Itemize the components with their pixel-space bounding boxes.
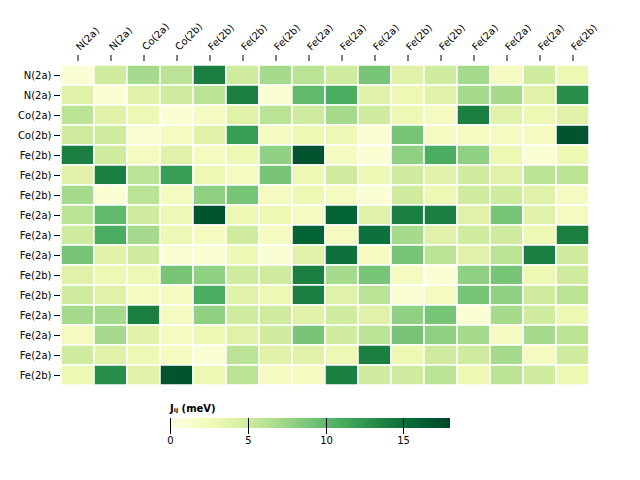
svg-text:Fe(2a): Fe(2a) bbox=[371, 22, 401, 52]
svg-text:15: 15 bbox=[397, 435, 410, 446]
svg-text:Co(2a): Co(2a) bbox=[18, 110, 51, 121]
svg-text:5: 5 bbox=[245, 435, 251, 446]
svg-text:0: 0 bbox=[167, 435, 173, 446]
svg-text:Fe(2a): Fe(2a) bbox=[20, 230, 52, 241]
svg-text:Co(2b): Co(2b) bbox=[18, 130, 52, 141]
svg-text:Fe(2a): Fe(2a) bbox=[20, 350, 52, 361]
svg-text:Fe(2b): Fe(2b) bbox=[20, 190, 52, 201]
svg-text:Fe(2a): Fe(2a) bbox=[503, 22, 533, 52]
svg-text:Co(2b): Co(2b) bbox=[173, 21, 205, 53]
svg-text:Fe(2b): Fe(2b) bbox=[569, 22, 599, 52]
svg-text:Fe(2a): Fe(2a) bbox=[536, 22, 566, 52]
svg-text:N(2a): N(2a) bbox=[24, 70, 52, 81]
svg-text:Fe(2a): Fe(2a) bbox=[470, 22, 500, 52]
svg-text:Fe(2a): Fe(2a) bbox=[305, 22, 335, 52]
svg-text:Jᵢⱼ (meV): Jᵢⱼ (meV) bbox=[169, 403, 216, 414]
svg-text:Fe(2b): Fe(2b) bbox=[272, 22, 302, 52]
svg-text:Fe(2b): Fe(2b) bbox=[20, 290, 52, 301]
svg-text:Fe(2a): Fe(2a) bbox=[338, 22, 368, 52]
svg-text:Fe(2b): Fe(2b) bbox=[239, 22, 269, 52]
svg-text:Fe(2b): Fe(2b) bbox=[437, 22, 467, 52]
svg-text:Fe(2b): Fe(2b) bbox=[20, 270, 52, 281]
svg-text:Fe(2a): Fe(2a) bbox=[20, 250, 52, 261]
svg-text:Fe(2a): Fe(2a) bbox=[20, 210, 52, 221]
svg-text:10: 10 bbox=[320, 435, 333, 446]
svg-text:Co(2a): Co(2a) bbox=[140, 21, 171, 52]
svg-text:N(2a): N(2a) bbox=[107, 25, 134, 52]
svg-text:Fe(2b): Fe(2b) bbox=[20, 370, 52, 381]
svg-text:Fe(2b): Fe(2b) bbox=[20, 150, 52, 161]
svg-text:Fe(2a): Fe(2a) bbox=[20, 310, 52, 321]
svg-text:Fe(2b): Fe(2b) bbox=[404, 22, 434, 52]
svg-text:Fe(2b): Fe(2b) bbox=[206, 22, 236, 52]
svg-text:N(2a): N(2a) bbox=[24, 90, 52, 101]
svg-text:N(2a): N(2a) bbox=[74, 25, 101, 52]
svg-text:Fe(2b): Fe(2b) bbox=[20, 170, 52, 181]
svg-text:Fe(2a): Fe(2a) bbox=[20, 330, 52, 341]
